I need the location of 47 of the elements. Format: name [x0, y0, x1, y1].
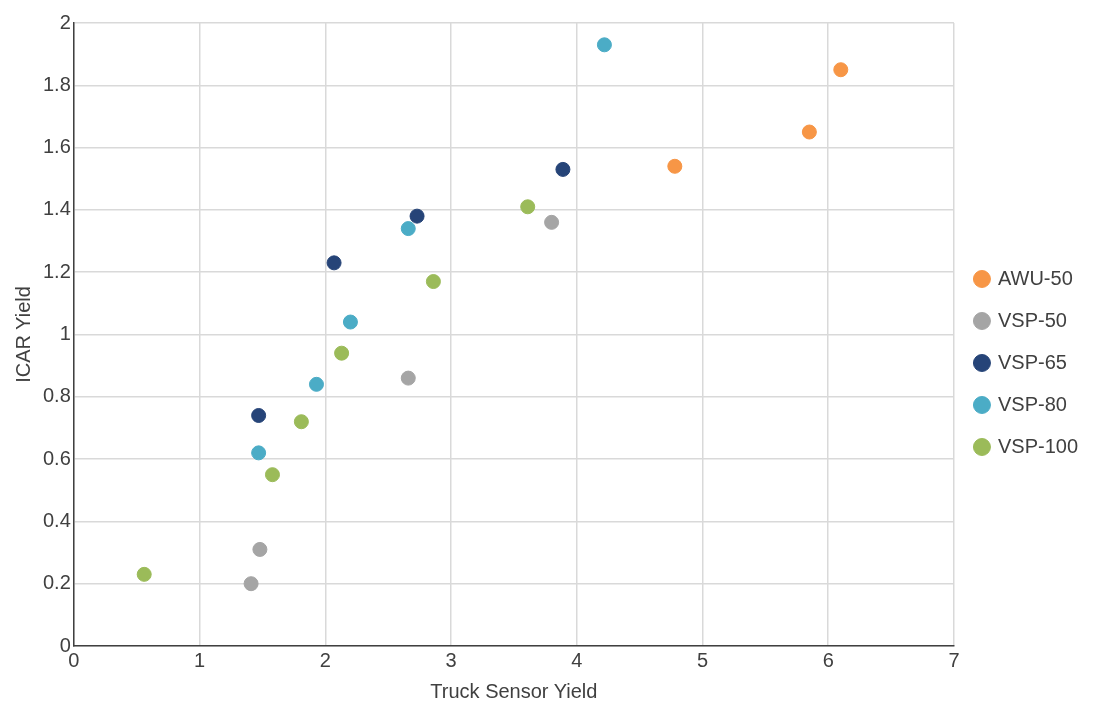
point: [833, 62, 849, 78]
point: [243, 576, 259, 592]
y-tick-label: 1: [59, 322, 71, 345]
point: [326, 255, 342, 271]
y-tick-label: 1.2: [42, 259, 71, 282]
legend-label: VSP-50: [997, 308, 1067, 331]
point: [342, 314, 358, 330]
point: [667, 158, 683, 174]
x-tick-label: 7: [948, 648, 960, 671]
x-tick-label: 4: [571, 648, 583, 671]
y-axis-title: ICAR Yield: [11, 286, 34, 383]
point: [293, 414, 309, 430]
point: [425, 274, 441, 290]
point: [801, 124, 817, 140]
x-tick-label: 3: [445, 648, 457, 671]
point: [544, 214, 560, 230]
point: [400, 221, 416, 237]
y-tick-label: 0.4: [42, 508, 71, 531]
x-tick-label: 5: [696, 648, 709, 671]
point: [520, 199, 536, 215]
x-tick-label: 1: [193, 648, 206, 671]
point: [252, 541, 268, 557]
point: [409, 208, 425, 224]
point: [596, 37, 612, 53]
legend-label: AWU-50: [997, 266, 1073, 289]
point: [264, 467, 280, 483]
point: [334, 345, 350, 361]
y-tick-label: 2: [59, 10, 71, 33]
point: [251, 445, 267, 461]
x-axis-title: Truck Sensor Yield: [430, 679, 598, 702]
y-tick-label: 1.4: [42, 197, 71, 220]
point: [400, 370, 416, 386]
y-tick-label: 0.8: [42, 384, 71, 407]
y-tick-label: 1.8: [42, 72, 71, 95]
y-tick-label: 0.6: [42, 446, 71, 469]
point: [251, 407, 267, 423]
y-tick-label: 0.2: [42, 571, 71, 594]
x-tick-label: 2: [319, 648, 331, 671]
y-tick-label: 0: [59, 633, 71, 656]
point: [555, 161, 571, 177]
point: [136, 566, 152, 582]
point: [308, 376, 324, 392]
x-tick-label: 6: [822, 648, 834, 671]
legend-label: VSP-80: [997, 392, 1067, 415]
y-tick-label: 1.6: [42, 135, 71, 158]
legend-label: VSP-65: [997, 350, 1067, 373]
legend-label: VSP-100: [997, 434, 1079, 457]
